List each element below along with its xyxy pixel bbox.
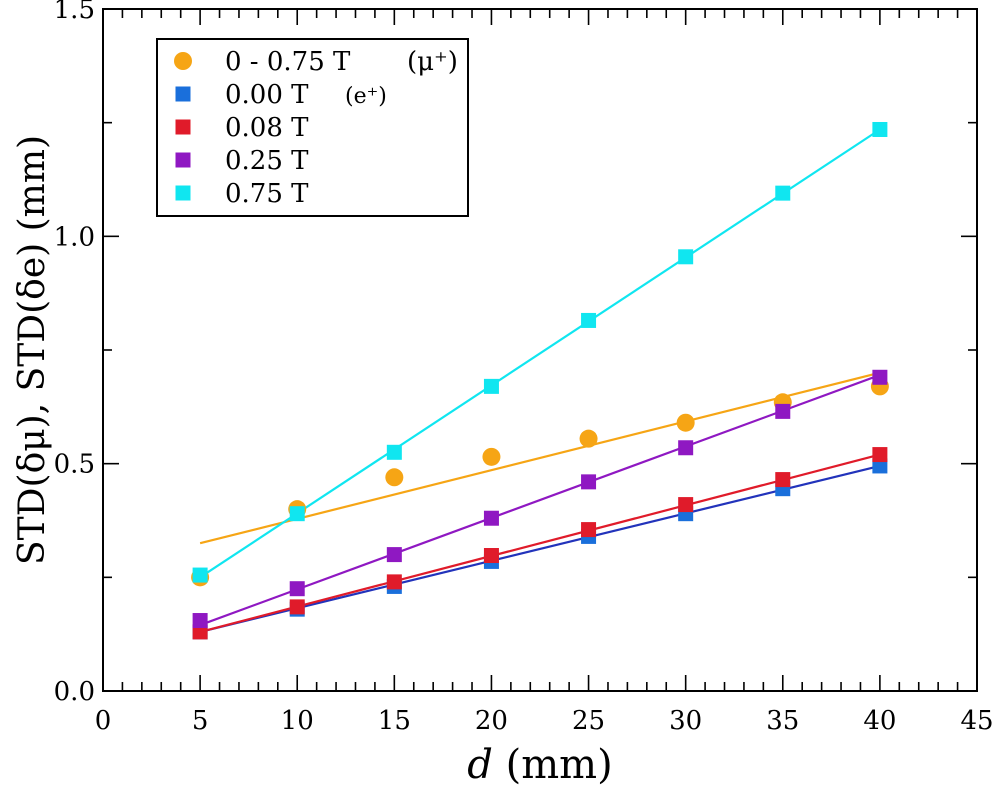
x-tick-label: 0 <box>95 706 112 736</box>
x-axis-ticks: 0 5 10 15 20 25 30 35 40 45 <box>95 9 994 736</box>
data-point-square <box>386 547 402 563</box>
data-point-square <box>872 369 888 385</box>
data-point-circle <box>482 447 501 466</box>
data-point-square <box>872 458 888 474</box>
data-point-square <box>386 574 402 590</box>
x-tick-label: 35 <box>766 706 799 736</box>
data-point-square <box>678 497 694 513</box>
data-point-square <box>483 378 499 394</box>
y-axis-label: STD(δμ), STD(δe) (mm) <box>12 135 53 565</box>
data-point-square <box>775 403 791 419</box>
legend-marker-circle <box>174 52 192 70</box>
data-point-square <box>678 249 694 265</box>
data-point-square <box>775 185 791 201</box>
legend-label: 0.00 T <box>225 80 309 110</box>
data-point-square <box>289 581 305 597</box>
data-point-square <box>483 510 499 526</box>
x-axis-label: d (mm) <box>467 742 612 788</box>
data-point-square <box>581 474 597 490</box>
legend-box <box>156 38 469 217</box>
data-point-circle <box>676 413 695 432</box>
y-tick-label: 1.5 <box>54 0 95 25</box>
legend-label-suffix: (e⁺) <box>345 84 387 109</box>
x-axis-variable: d <box>467 742 493 788</box>
data-point-square <box>872 121 888 137</box>
data-point-square <box>192 613 208 629</box>
data-point-circle <box>385 468 404 487</box>
fit-line <box>199 128 881 579</box>
legend-marker-square <box>175 152 191 168</box>
fit-line <box>199 453 881 633</box>
fit-line <box>199 373 881 627</box>
data-point-square <box>483 548 499 564</box>
fit-line <box>199 464 881 633</box>
legend-label: 0.08 T <box>225 113 309 143</box>
legend-label: 0.25 T <box>225 146 309 176</box>
x-tick-label: 25 <box>572 706 605 736</box>
legend-marker-square <box>175 185 191 201</box>
x-tick-label: 10 <box>281 706 314 736</box>
data-point-square <box>872 447 888 463</box>
legend-marker-square <box>175 86 191 102</box>
fit-lines <box>199 128 881 633</box>
y-axis-ticks: 0.0 0.5 1.0 1.5 <box>54 0 977 707</box>
data-point-square <box>581 522 597 538</box>
data-point-square <box>192 624 208 640</box>
y-tick-label: 0.0 <box>54 677 95 707</box>
legend-marker-square <box>175 119 191 135</box>
y-tick-label: 1.0 <box>54 222 95 252</box>
x-tick-label: 5 <box>192 706 209 736</box>
x-axis-unit: (mm) <box>493 742 613 788</box>
legend: 0 - 0.75 T (μ⁺) 0.00 T (e⁺) 0.08 T0.25 T0.75… <box>156 38 469 217</box>
data-point-square <box>289 599 305 615</box>
data-point-square <box>192 567 208 583</box>
data-point-square <box>289 506 305 522</box>
data-markers <box>191 121 889 640</box>
data-point-square <box>678 440 694 456</box>
x-tick-label: 15 <box>378 706 411 736</box>
x-tick-label: 20 <box>475 706 508 736</box>
legend-label: 0 - 0.75 T <box>225 47 351 77</box>
legend-label: 0.75 T <box>225 179 309 209</box>
x-tick-label: 40 <box>863 706 896 736</box>
data-point-circle <box>579 429 598 448</box>
fit-line <box>199 371 881 545</box>
legend-label-suffix: (μ⁺) <box>407 47 458 77</box>
data-point-square <box>775 472 791 488</box>
y-tick-label: 0.5 <box>54 450 95 480</box>
x-tick-label: 45 <box>960 706 993 736</box>
data-point-square <box>581 312 597 328</box>
data-point-square <box>386 444 402 460</box>
x-tick-label: 30 <box>669 706 702 736</box>
